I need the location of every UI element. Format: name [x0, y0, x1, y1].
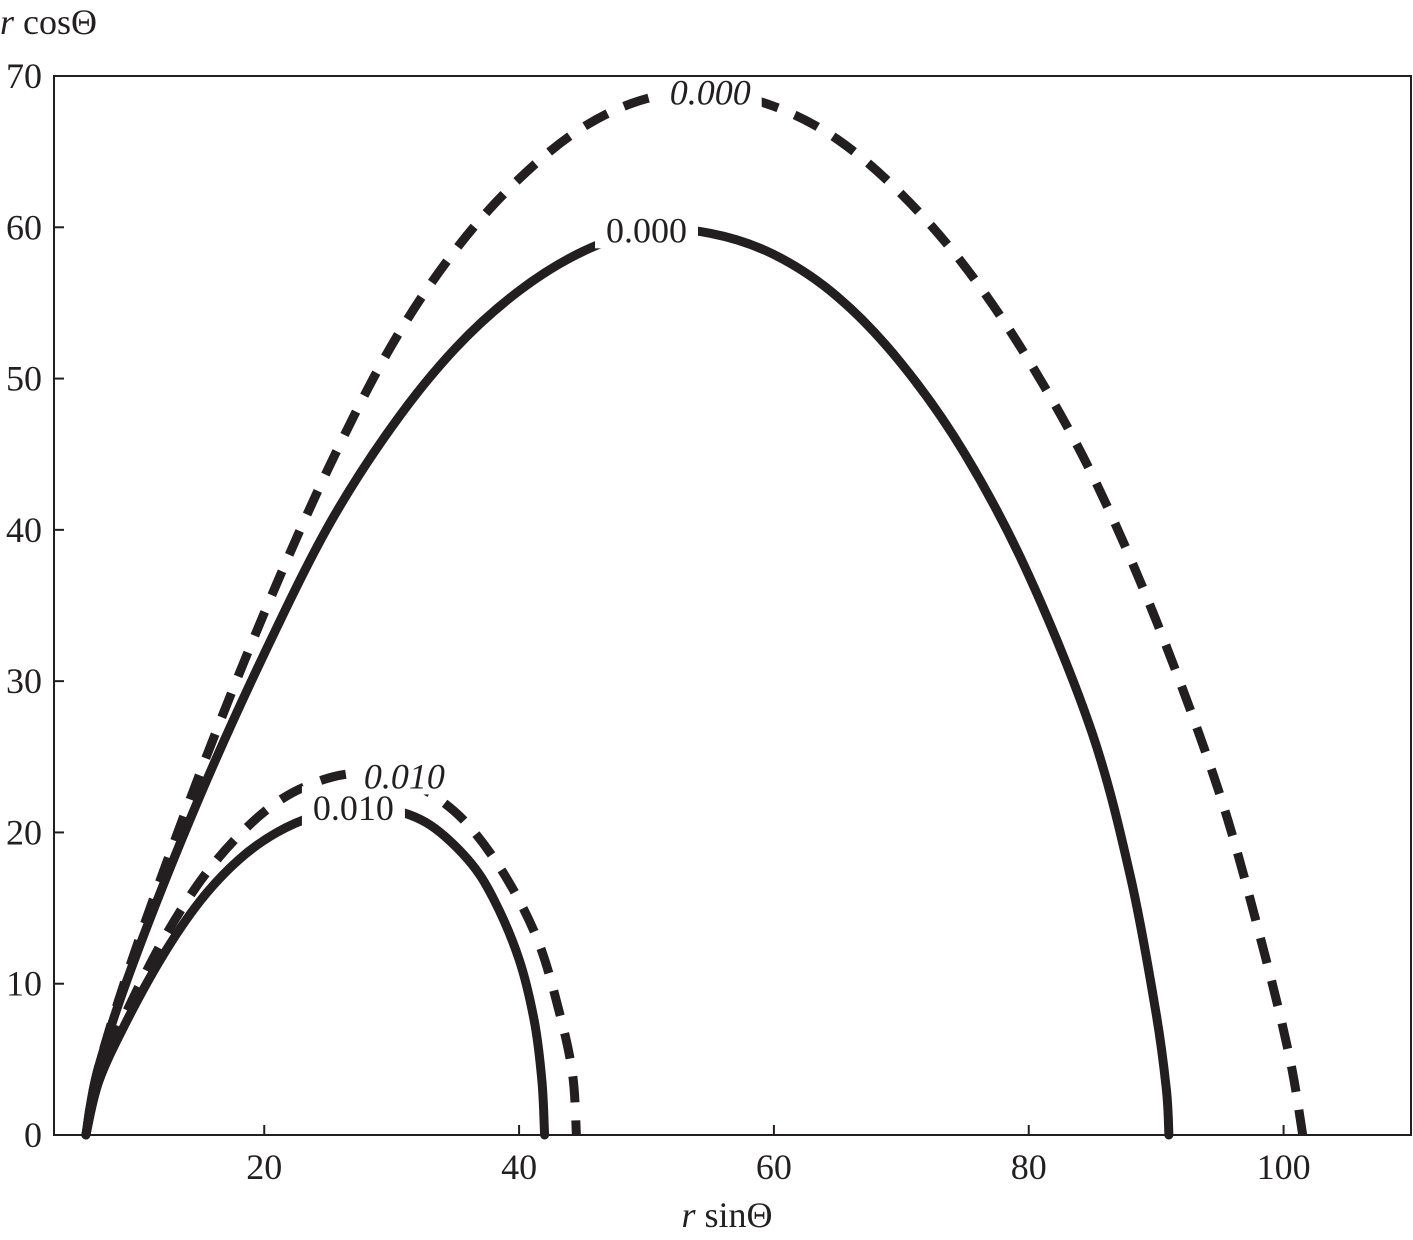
y-axis-title-var: r [0, 2, 15, 42]
contour-label-bg [594, 208, 698, 249]
contour-dashed-1 [81, 87, 1308, 1136]
x-tick-label: 100 [1257, 1147, 1311, 1187]
x-tick-label: 20 [246, 1147, 282, 1187]
plot-frame [53, 75, 1412, 1136]
curves-layer [81, 87, 1308, 1140]
x-axis-title: r sinΘ [681, 1195, 772, 1235]
y-tick-label: 20 [6, 812, 42, 852]
contour-solid-2 [81, 803, 550, 1140]
x-tick-label: 60 [756, 1147, 792, 1187]
y-tick-label: 50 [6, 359, 42, 399]
y-tick-label: 30 [6, 661, 42, 701]
y-tick-label: 60 [6, 207, 42, 247]
contour-label-bg [658, 70, 762, 111]
contour-label: 0.010 [364, 756, 445, 796]
x-axis-title-func: sinΘ [696, 1195, 773, 1235]
contour-label-bg [352, 754, 456, 795]
y-tick-label: 0 [24, 1115, 42, 1155]
y-axis-title-func: cosΘ [14, 2, 97, 42]
contour-dashed-3 [81, 768, 581, 1136]
y-tick-label: 10 [6, 964, 42, 1004]
x-axis-title-var: r [681, 1195, 696, 1235]
x-tick-label: 40 [501, 1147, 537, 1187]
contour-label: 0.000 [670, 73, 751, 113]
contour-solid-0 [81, 224, 1174, 1140]
contour-label: 0.010 [313, 788, 394, 828]
y-axis-title: r cosΘ [0, 2, 97, 42]
contour-label: 0.000 [606, 210, 687, 250]
y-axis-ticks: 0 10 20 30 40 50 60 70 [6, 56, 64, 1155]
y-tick-label: 70 [6, 56, 42, 96]
y-tick-label: 40 [6, 510, 42, 550]
x-tick-label: 80 [1011, 1147, 1047, 1187]
x-axis-ticks: 20 40 60 80 100 [246, 1125, 1311, 1187]
